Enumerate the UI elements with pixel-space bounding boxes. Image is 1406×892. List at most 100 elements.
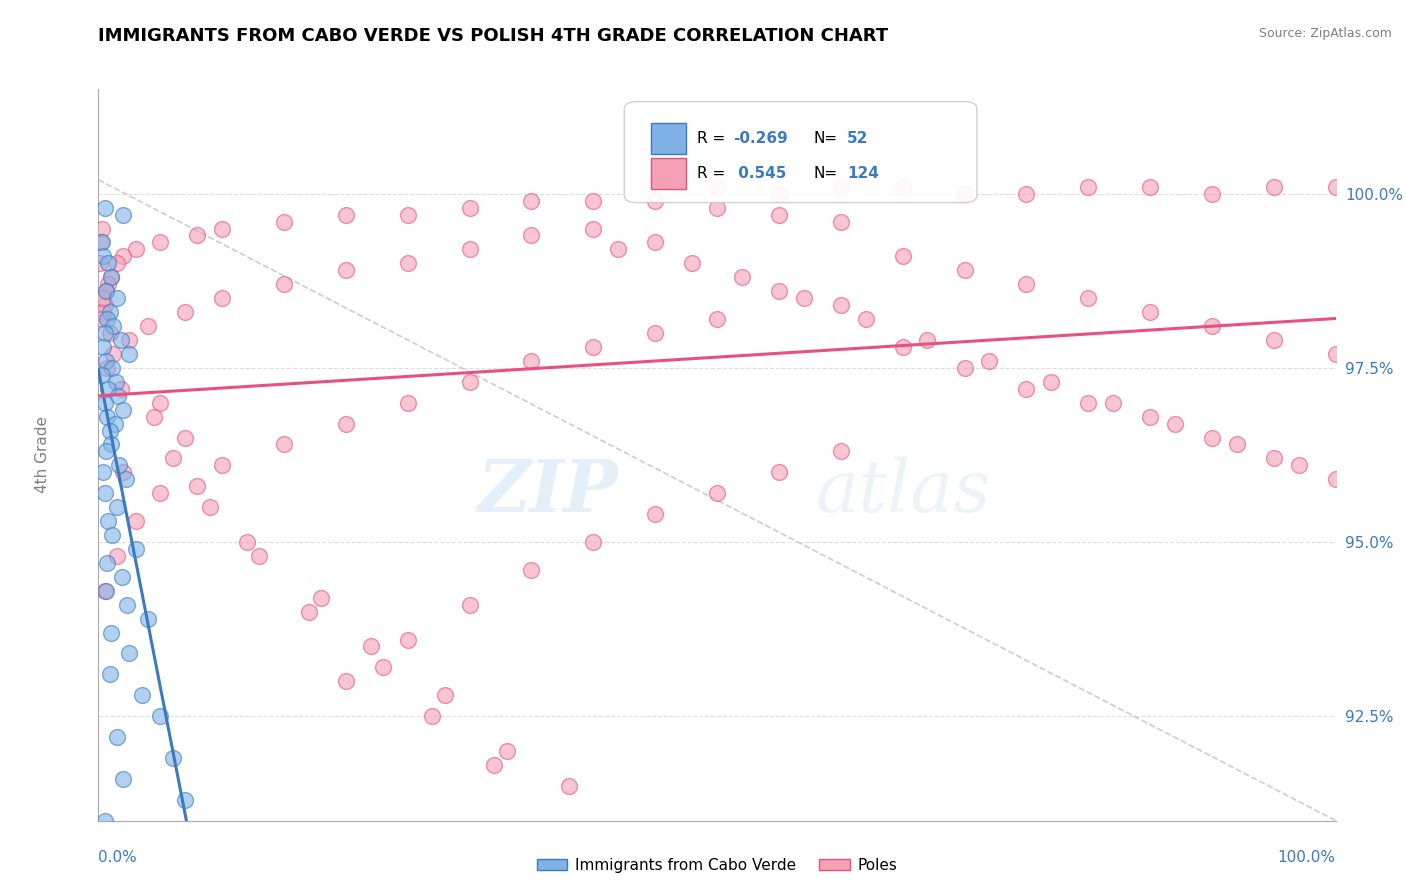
Point — [1263, 179, 1285, 194]
Point — [93, 340, 115, 354]
Point — [93, 326, 115, 340]
Point — [1263, 333, 1285, 347]
Point — [953, 263, 976, 277]
Point — [211, 291, 233, 305]
Point — [1077, 291, 1099, 305]
Point — [1226, 437, 1249, 451]
Point — [582, 221, 605, 235]
Point — [520, 354, 543, 368]
Point — [1139, 179, 1161, 194]
Point — [298, 605, 321, 619]
Text: -0.269: -0.269 — [733, 131, 787, 145]
Point — [93, 583, 115, 598]
Point — [1201, 319, 1223, 334]
Point — [458, 375, 481, 389]
Point — [149, 486, 172, 500]
Point — [793, 291, 815, 305]
Point — [458, 243, 481, 257]
Point — [855, 312, 877, 326]
Point — [396, 632, 419, 647]
Point — [136, 612, 159, 626]
Point — [101, 528, 124, 542]
Point — [335, 263, 357, 277]
Point — [97, 277, 120, 292]
Point — [97, 514, 120, 528]
Point — [198, 500, 221, 515]
Point — [422, 709, 444, 723]
Point — [96, 409, 118, 424]
Point — [830, 214, 852, 228]
Point — [94, 354, 117, 368]
Point — [830, 298, 852, 312]
Point — [582, 194, 605, 208]
Text: R =: R = — [697, 166, 730, 181]
Point — [236, 535, 259, 549]
FancyBboxPatch shape — [651, 158, 686, 189]
Point — [105, 256, 128, 270]
Point — [91, 312, 114, 326]
Point — [644, 235, 666, 250]
Point — [520, 194, 543, 208]
Point — [111, 570, 134, 584]
Text: N=: N= — [814, 131, 838, 145]
Point — [94, 444, 117, 458]
Point — [433, 688, 456, 702]
Point — [103, 319, 125, 334]
Point — [186, 479, 208, 493]
Point — [94, 284, 117, 298]
Point — [100, 625, 122, 640]
Point — [1040, 375, 1063, 389]
Point — [582, 340, 605, 354]
Point — [953, 360, 976, 375]
Point — [1324, 347, 1347, 361]
Point — [91, 221, 114, 235]
Point — [768, 208, 790, 222]
Point — [309, 591, 332, 605]
Text: 52: 52 — [846, 131, 869, 145]
Point — [110, 382, 132, 396]
Point — [97, 382, 120, 396]
Point — [91, 235, 114, 250]
Text: 0.545: 0.545 — [733, 166, 786, 181]
Point — [93, 305, 115, 319]
Point — [149, 395, 172, 409]
Point — [136, 319, 159, 334]
Text: N=: N= — [814, 166, 838, 181]
Point — [162, 451, 184, 466]
Point — [891, 340, 914, 354]
Point — [93, 298, 115, 312]
Point — [93, 249, 115, 263]
Point — [458, 598, 481, 612]
Point — [100, 437, 122, 451]
Point — [124, 243, 146, 257]
Point — [98, 305, 121, 319]
Point — [731, 270, 754, 285]
Point — [1139, 409, 1161, 424]
Point — [96, 360, 118, 375]
Point — [105, 549, 128, 563]
Point — [1324, 179, 1347, 194]
Point — [681, 256, 703, 270]
Point — [118, 347, 141, 361]
Point — [112, 208, 135, 222]
Point — [131, 688, 153, 702]
Point — [186, 848, 208, 863]
Point — [706, 201, 728, 215]
FancyBboxPatch shape — [651, 123, 686, 153]
Point — [1288, 458, 1310, 473]
Point — [104, 375, 127, 389]
Point — [91, 368, 114, 382]
Text: 0.0%: 0.0% — [98, 850, 138, 865]
Point — [396, 256, 419, 270]
Point — [211, 221, 233, 235]
Point — [520, 563, 543, 577]
Point — [1077, 395, 1099, 409]
Point — [768, 284, 790, 298]
Point — [110, 333, 132, 347]
Point — [108, 458, 131, 473]
Point — [582, 535, 605, 549]
Point — [396, 395, 419, 409]
Point — [706, 179, 728, 194]
Point — [186, 228, 208, 243]
Point — [89, 256, 111, 270]
